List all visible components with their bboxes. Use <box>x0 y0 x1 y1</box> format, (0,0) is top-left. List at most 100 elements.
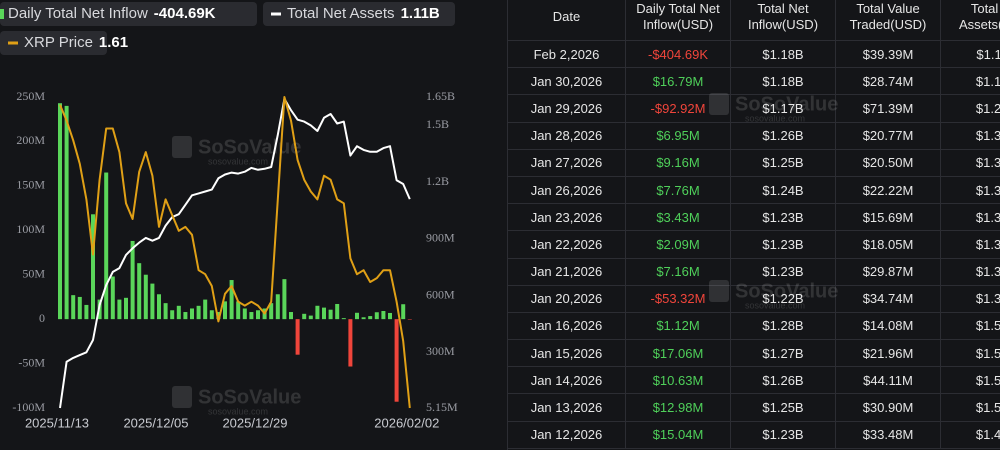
table-row: Jan 28,2026$6.95M$1.26B$20.77M$1.39B <box>508 122 1000 150</box>
table-row: Jan 30,2026$16.79M$1.18B$28.74M$1.19B <box>508 67 1000 96</box>
bar <box>361 317 366 320</box>
table-cell: Jan 14,2026 <box>508 366 626 395</box>
table-cell: $20.77M <box>835 122 941 150</box>
table-cell: $1.24B <box>730 176 836 205</box>
table-cell: $1.26B <box>730 122 836 150</box>
table-cell: $1.39B <box>940 258 1000 286</box>
table-cell: $1.17B <box>730 94 836 123</box>
bar <box>203 299 208 320</box>
y-tick-label: -100M <box>12 400 45 414</box>
table-cell: $1.19B <box>940 67 1000 96</box>
table-cell: $1.11B <box>940 40 1000 69</box>
table-cell: $1.54B <box>940 393 1000 422</box>
table-cell: Jan 13,2026 <box>508 393 626 422</box>
bar <box>137 263 142 320</box>
bar <box>269 303 274 320</box>
table-cell: Jan 27,2026 <box>508 149 626 177</box>
table-cell: $30.90M <box>835 393 941 422</box>
x-tick-label: 2026/02/02 <box>374 415 439 430</box>
bar <box>77 296 82 320</box>
bar <box>91 214 95 320</box>
legend-label: Total Net Assets <box>287 5 395 22</box>
bar <box>117 299 122 320</box>
bar <box>256 310 260 320</box>
table-cell: $34.74M <box>835 285 941 313</box>
y-tick-label: 50M <box>22 266 45 280</box>
bar <box>322 307 326 320</box>
table-cell: $1.18B <box>730 67 836 96</box>
table-cell: $1.56B <box>940 366 1000 395</box>
y-tick-label: 150M <box>16 178 45 192</box>
y-tick-label: 0 <box>39 311 45 325</box>
bar <box>374 312 379 320</box>
table-cell: -$92.92M <box>625 94 731 123</box>
table-cell: $12.98M <box>625 393 731 422</box>
bar <box>348 319 353 367</box>
bar <box>308 315 313 320</box>
legend-box <box>0 2 257 26</box>
table-cell: $1.23B <box>730 203 836 232</box>
bar <box>242 308 247 320</box>
bar <box>157 294 161 320</box>
watermark: SoSoValue <box>198 136 301 158</box>
legend-value: -404.69K <box>154 5 216 22</box>
table-cell: $1.25B <box>730 393 836 422</box>
bar <box>143 274 148 320</box>
table-cell: $16.79M <box>625 67 731 96</box>
bar <box>289 312 293 320</box>
table-cell: $33.48M <box>835 421 941 449</box>
table-cell: $15.04M <box>625 421 731 449</box>
table-cell: $71.39M <box>835 94 941 123</box>
bar <box>394 319 399 402</box>
bar <box>302 313 307 320</box>
table-cell: Jan 16,2026 <box>508 312 626 341</box>
bar <box>381 311 386 320</box>
table-cell: $22.22M <box>835 176 941 205</box>
x-tick-label: 2025/12/05 <box>123 415 188 430</box>
table-cell: $1.26B <box>730 366 836 395</box>
column-header: Date <box>508 0 626 41</box>
y2-tick-label: 900M <box>426 231 455 245</box>
table-cell: $1.25B <box>730 149 836 177</box>
bar <box>229 280 234 320</box>
bar <box>170 310 175 320</box>
table-cell: Jan 22,2026 <box>508 230 626 259</box>
legend-marker <box>0 9 4 19</box>
table-cell: $1.38B <box>940 149 1000 177</box>
table-cell: $20.50M <box>835 149 941 177</box>
table-cell: -$53.32M <box>625 285 731 313</box>
legend-label: XRP Price <box>24 34 93 51</box>
table-row: Jan 20,2026-$53.32M$1.22B$34.74M$1.34B <box>508 285 1000 313</box>
table-cell: -$404.69K <box>625 40 731 69</box>
y2-tick-label: 1.5B <box>426 117 449 131</box>
bar <box>64 105 69 320</box>
table-row: Jan 15,2026$17.06M$1.27B$21.96M$1.51B <box>508 339 1000 368</box>
table-cell: Jan 12,2026 <box>508 421 626 449</box>
bar <box>335 303 340 320</box>
watermark: SoSoValue <box>198 386 301 408</box>
y2-tick-label: 5.15M <box>426 400 458 414</box>
table-cell: $18.05M <box>835 230 941 259</box>
watermark-logo <box>172 386 192 408</box>
table-cell: Jan 28,2026 <box>508 122 626 150</box>
y2-tick-label: 1.65B <box>426 89 455 103</box>
table-cell: $1.34B <box>940 285 1000 313</box>
bar <box>104 172 109 320</box>
bar <box>282 279 287 320</box>
y2-tick-label: 1.2B <box>426 174 449 188</box>
table-row: Jan 22,2026$2.09M$1.23B$18.05M$1.37B <box>508 230 1000 259</box>
table-cell: Feb 2,2026 <box>508 40 626 69</box>
bar <box>58 103 62 320</box>
bar <box>183 312 188 320</box>
table-row: Jan 16,2026$1.12M$1.28B$14.08M$1.52B <box>508 312 1000 341</box>
bar <box>249 312 254 320</box>
bar <box>407 319 412 320</box>
bar <box>223 301 227 320</box>
bar <box>368 316 373 320</box>
table-cell: $3.43M <box>625 203 731 232</box>
table-cell: $1.28B <box>730 312 836 341</box>
table: Date Daily Total Net Inflow(USD) Total Net… <box>508 0 1000 449</box>
table-cell: $1.27B <box>730 339 836 368</box>
bar <box>190 308 194 320</box>
